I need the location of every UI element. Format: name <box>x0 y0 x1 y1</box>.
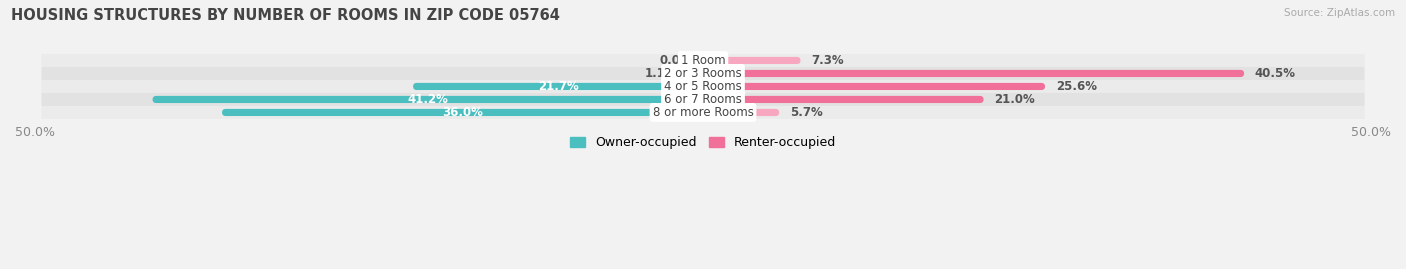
Text: 21.7%: 21.7% <box>537 80 578 93</box>
FancyBboxPatch shape <box>41 93 1365 106</box>
Text: Source: ZipAtlas.com: Source: ZipAtlas.com <box>1284 8 1395 18</box>
Text: 0.0%: 0.0% <box>659 54 692 67</box>
FancyBboxPatch shape <box>703 83 1045 90</box>
FancyBboxPatch shape <box>703 70 1244 77</box>
FancyBboxPatch shape <box>41 54 1365 67</box>
FancyBboxPatch shape <box>41 106 1365 119</box>
Text: 5.7%: 5.7% <box>790 106 823 119</box>
Text: 1 Room: 1 Room <box>681 54 725 67</box>
Text: 8 or more Rooms: 8 or more Rooms <box>652 106 754 119</box>
FancyBboxPatch shape <box>703 57 800 64</box>
Text: 2 or 3 Rooms: 2 or 3 Rooms <box>664 67 742 80</box>
Text: 4 or 5 Rooms: 4 or 5 Rooms <box>664 80 742 93</box>
FancyBboxPatch shape <box>222 109 703 116</box>
FancyBboxPatch shape <box>703 109 779 116</box>
Text: 21.0%: 21.0% <box>994 93 1035 106</box>
FancyBboxPatch shape <box>41 80 1365 93</box>
Text: 36.0%: 36.0% <box>441 106 482 119</box>
Text: 41.2%: 41.2% <box>408 93 449 106</box>
FancyBboxPatch shape <box>153 96 703 103</box>
Text: 6 or 7 Rooms: 6 or 7 Rooms <box>664 93 742 106</box>
Text: 1.1%: 1.1% <box>645 67 678 80</box>
FancyBboxPatch shape <box>41 67 1365 80</box>
FancyBboxPatch shape <box>703 96 984 103</box>
Legend: Owner-occupied, Renter-occupied: Owner-occupied, Renter-occupied <box>569 136 837 149</box>
Text: 7.3%: 7.3% <box>811 54 844 67</box>
Text: HOUSING STRUCTURES BY NUMBER OF ROOMS IN ZIP CODE 05764: HOUSING STRUCTURES BY NUMBER OF ROOMS IN… <box>11 8 560 23</box>
FancyBboxPatch shape <box>413 83 703 90</box>
Text: 40.5%: 40.5% <box>1254 67 1296 80</box>
Text: 25.6%: 25.6% <box>1056 80 1097 93</box>
FancyBboxPatch shape <box>689 70 703 77</box>
